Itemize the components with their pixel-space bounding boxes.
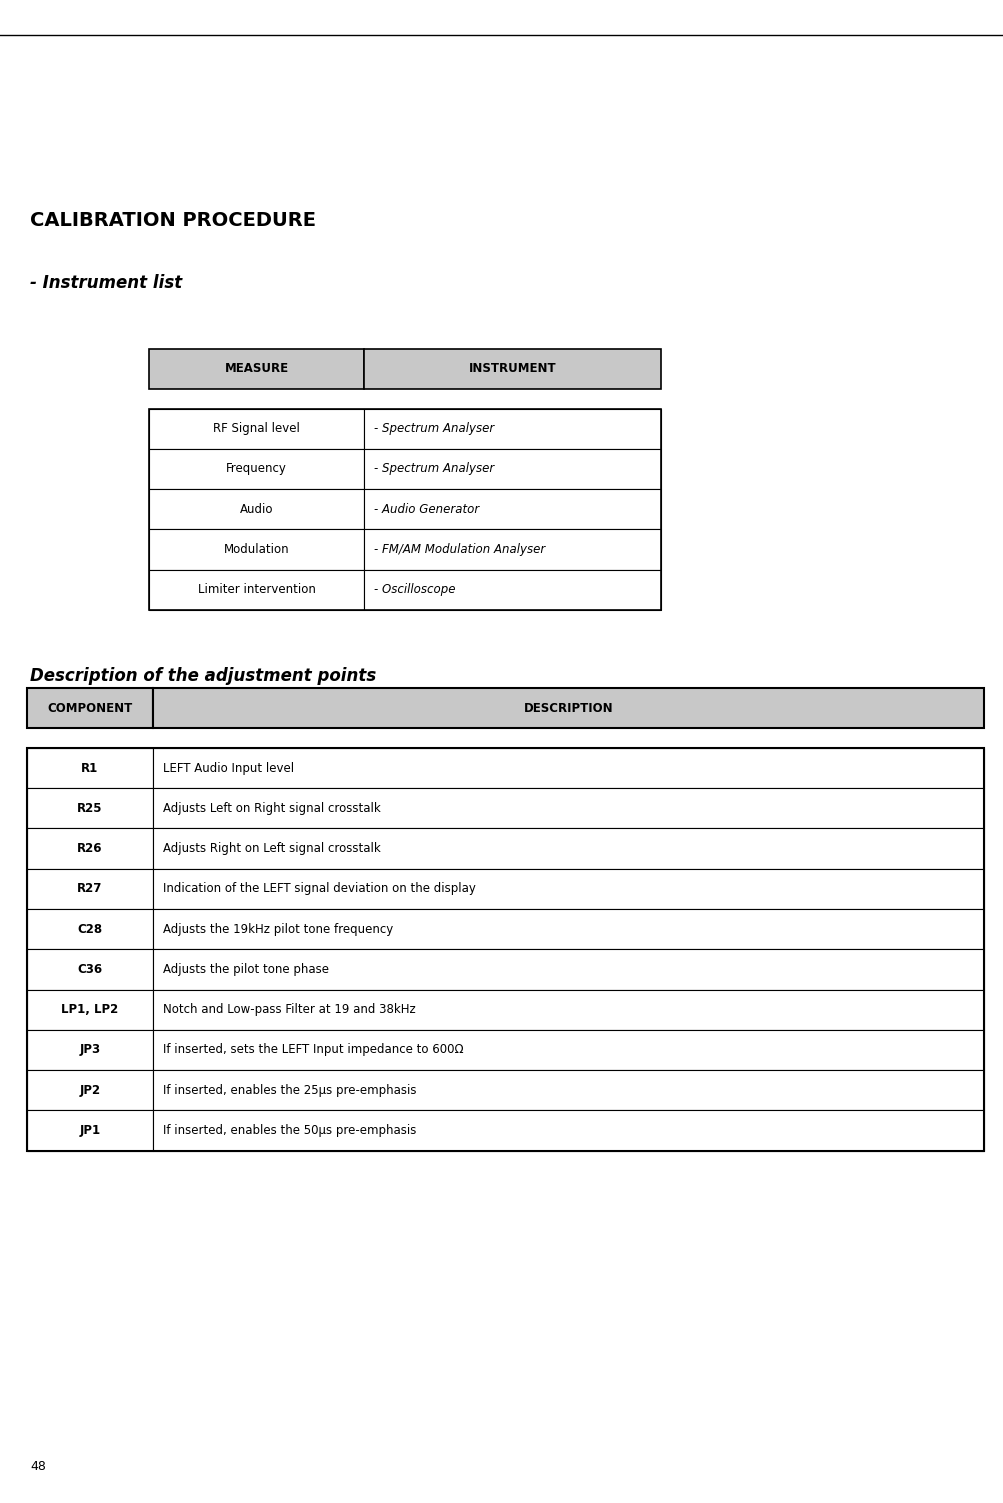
FancyBboxPatch shape	[27, 688, 152, 729]
Text: If inserted, enables the 25μs pre-emphasis: If inserted, enables the 25μs pre-emphas…	[162, 1084, 415, 1097]
Text: CALIBRATION PROCEDURE: CALIBRATION PROCEDURE	[30, 210, 316, 230]
FancyBboxPatch shape	[152, 1070, 983, 1111]
Text: JP2: JP2	[79, 1084, 100, 1097]
FancyBboxPatch shape	[364, 570, 660, 610]
FancyBboxPatch shape	[152, 909, 983, 950]
Text: Adjusts the 19kHz pilot tone frequency: Adjusts the 19kHz pilot tone frequency	[162, 923, 392, 936]
Text: Limiter intervention: Limiter intervention	[198, 583, 315, 597]
Text: Frequency: Frequency	[226, 463, 287, 475]
Text: Adjusts Right on Left signal crosstalk: Adjusts Right on Left signal crosstalk	[162, 842, 380, 855]
FancyBboxPatch shape	[364, 409, 660, 449]
FancyBboxPatch shape	[27, 1030, 152, 1070]
FancyBboxPatch shape	[148, 409, 364, 449]
FancyBboxPatch shape	[148, 349, 364, 389]
FancyBboxPatch shape	[364, 449, 660, 488]
FancyBboxPatch shape	[364, 488, 660, 529]
Text: Adjusts Left on Right signal crosstalk: Adjusts Left on Right signal crosstalk	[162, 801, 380, 815]
FancyBboxPatch shape	[152, 950, 983, 989]
Text: COMPONENT: COMPONENT	[47, 702, 132, 715]
Text: Indication of the LEFT signal deviation on the display: Indication of the LEFT signal deviation …	[162, 882, 475, 896]
Text: MEASURE: MEASURE	[225, 362, 288, 376]
FancyBboxPatch shape	[27, 788, 152, 828]
Text: If inserted, sets the LEFT Input impedance to 600Ω: If inserted, sets the LEFT Input impedan…	[162, 1043, 462, 1057]
Text: - Oscilloscope: - Oscilloscope	[374, 583, 455, 597]
Text: If inserted, enables the 50μs pre-emphasis: If inserted, enables the 50μs pre-emphas…	[162, 1124, 415, 1138]
FancyBboxPatch shape	[27, 869, 152, 909]
Text: C28: C28	[77, 923, 102, 936]
Text: JP1: JP1	[79, 1124, 100, 1138]
Text: Modulation: Modulation	[224, 543, 289, 556]
FancyBboxPatch shape	[148, 449, 364, 488]
FancyBboxPatch shape	[152, 869, 983, 909]
FancyBboxPatch shape	[27, 748, 152, 788]
FancyBboxPatch shape	[152, 989, 983, 1030]
Text: R27: R27	[77, 882, 102, 896]
Text: DESCRIPTION: DESCRIPTION	[523, 702, 613, 715]
Text: Description of the adjustment points: Description of the adjustment points	[30, 667, 376, 685]
Text: JP3: JP3	[79, 1043, 100, 1057]
Text: RF Signal level: RF Signal level	[213, 422, 300, 436]
Text: - Spectrum Analyser: - Spectrum Analyser	[374, 422, 494, 436]
FancyBboxPatch shape	[152, 748, 983, 788]
FancyBboxPatch shape	[152, 788, 983, 828]
FancyBboxPatch shape	[152, 1030, 983, 1070]
Text: - Spectrum Analyser: - Spectrum Analyser	[374, 463, 494, 475]
Text: R26: R26	[77, 842, 102, 855]
FancyBboxPatch shape	[27, 909, 152, 950]
Text: - Audio Generator: - Audio Generator	[374, 502, 479, 516]
Text: - Instrument list: - Instrument list	[30, 274, 183, 292]
FancyBboxPatch shape	[364, 349, 660, 389]
FancyBboxPatch shape	[152, 688, 983, 729]
Text: LEFT Audio Input level: LEFT Audio Input level	[162, 762, 294, 774]
Text: Adjusts the pilot tone phase: Adjusts the pilot tone phase	[162, 963, 328, 975]
FancyBboxPatch shape	[27, 989, 152, 1030]
FancyBboxPatch shape	[27, 828, 152, 869]
Text: Notch and Low-pass Filter at 19 and 38kHz: Notch and Low-pass Filter at 19 and 38kH…	[162, 1003, 415, 1016]
Text: - FM/AM Modulation Analyser: - FM/AM Modulation Analyser	[374, 543, 546, 556]
Text: Audio: Audio	[240, 502, 273, 516]
Text: 48: 48	[30, 1459, 46, 1473]
FancyBboxPatch shape	[148, 570, 364, 610]
Text: LP1, LP2: LP1, LP2	[61, 1003, 118, 1016]
Text: R25: R25	[77, 801, 102, 815]
FancyBboxPatch shape	[364, 529, 660, 570]
FancyBboxPatch shape	[27, 950, 152, 989]
FancyBboxPatch shape	[152, 828, 983, 869]
FancyBboxPatch shape	[152, 1111, 983, 1151]
FancyBboxPatch shape	[148, 488, 364, 529]
Text: R1: R1	[81, 762, 98, 774]
Text: C36: C36	[77, 963, 102, 975]
FancyBboxPatch shape	[27, 1111, 152, 1151]
FancyBboxPatch shape	[148, 529, 364, 570]
FancyBboxPatch shape	[27, 1070, 152, 1111]
Text: INSTRUMENT: INSTRUMENT	[468, 362, 556, 376]
